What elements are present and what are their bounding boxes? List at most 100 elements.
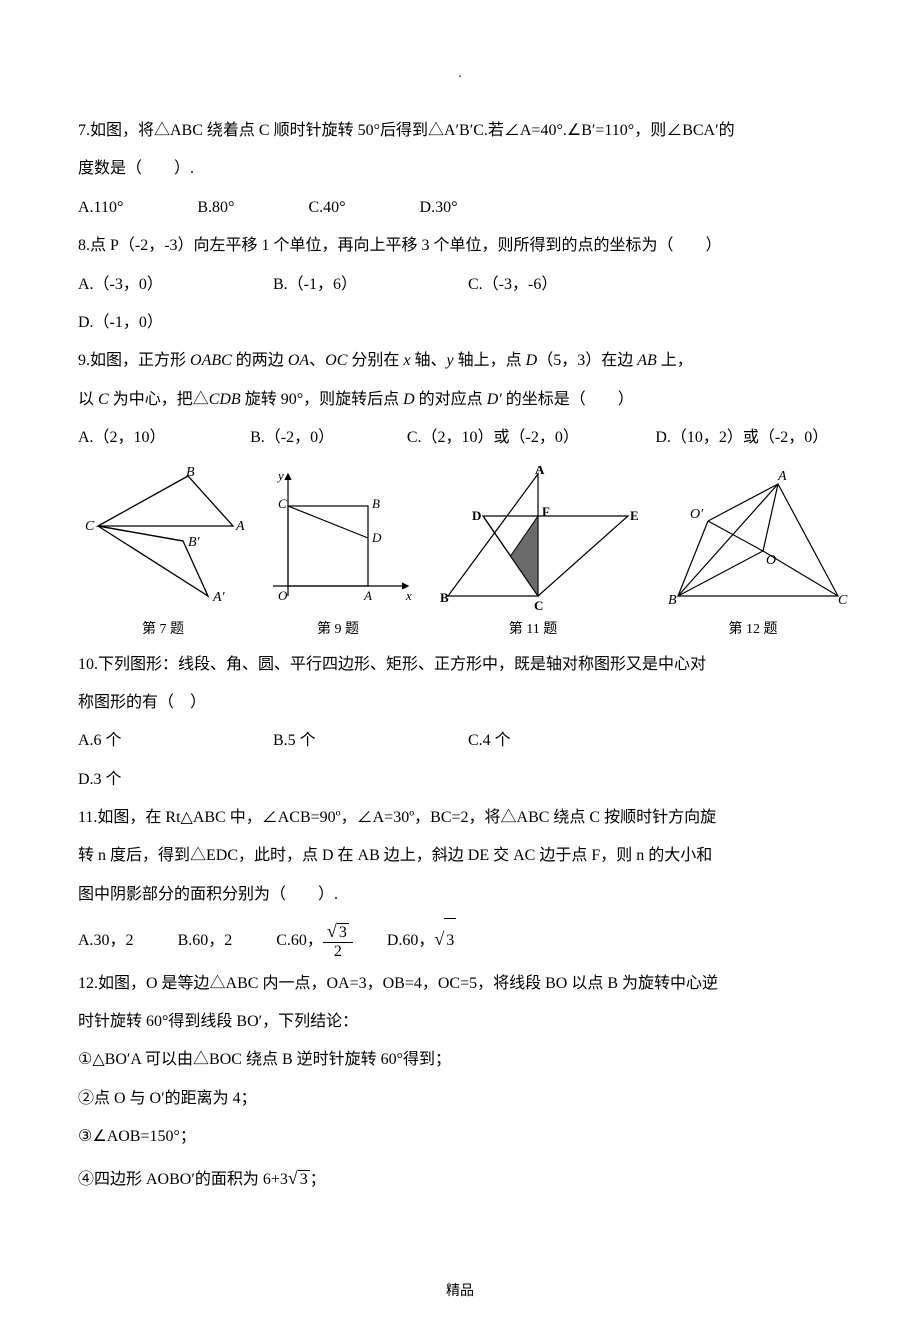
svg-text:B: B [440,590,449,605]
svg-text:O′: O′ [690,507,704,522]
svg-text:F: F [542,504,550,519]
q8-opt-d: D.（-1，0） [78,304,269,342]
q12-s4: ④四边形 AOBO′的面积为 6+3√3； [78,1157,842,1200]
q9-l2-i2: CDB [209,391,241,408]
q7-opt-d: D.30° [420,189,458,227]
q11-options: A.30，2 B.60，2 C.60，√32 D.60，√3 [78,914,842,964]
q11-c-num: 3 [337,923,349,942]
svg-text:A: A [235,519,245,534]
q9-l1-b: 的两边 [232,352,288,369]
q10-line2: 称图形的有（ ） [78,684,842,722]
q7-line2: 度数是（ ）. [78,150,842,188]
q8-text: 8.点 P（-2，-3）向左平移 1 个单位，再向上平移 3 个单位，则所得到的… [78,227,842,265]
q9-opt-d: D.（10，2）或（-2，0） [655,419,828,457]
q9-l1-a: 9.如图，正方形 [78,352,190,369]
svg-text:E: E [630,508,638,523]
q10-opt-d: D.3 个 [78,761,269,799]
q9-line1: 9.如图，正方形 OABC 的两边 OA、OC 分别在 x 轴、y 轴上，点 D… [78,342,842,380]
q8-opt-c: C.（-3，-6） [468,266,659,304]
q9-opt-b: B.（-2，0） [250,419,403,457]
sqrt-icon: √3 [434,914,456,964]
q12-s3: ③∠AOB=150°； [78,1118,842,1156]
q9-options: A.（2，10） B.（-2，0） C.（2，10）或（-2，0） D.（10，… [78,419,842,457]
q11-c-den: 2 [323,943,353,961]
svg-text:O: O [278,588,288,603]
svg-text:D: D [472,508,481,523]
q9-l1-i7: AB [637,352,657,369]
q9-l1-d: 分别在 [347,352,403,369]
q7-opt-c: C.40° [308,189,345,227]
footer: 精品 [78,1280,842,1300]
q9-l1-i2: OA [288,352,309,369]
q12-line2: 时针旋转 60°得到线段 BO′，下列结论： [78,1003,842,1041]
q12-s2: ②点 O 与 O′的距离为 4； [78,1080,842,1118]
q9-l2-b: 为中心，把△ [109,391,209,408]
q9-l1-c: 、 [309,352,325,369]
header-dot: . [78,66,842,82]
q9-l2-c: 旋转 90°，则旋转后点 [241,391,403,408]
svg-text:O: O [766,553,776,568]
svg-text:y: y [276,468,284,483]
svg-text:C: C [838,593,848,608]
figure-7: B C A B′ A′ 第 7 题 [78,466,248,638]
sqrt-icon-2: √3 [288,1157,310,1200]
q7-line1: 7.如图，将△ABC 绕着点 C 顺时针旋转 50°后得到△A′B′C.若∠A=… [78,112,842,150]
q11-line3: 图中阴影部分的面积分别为（ ）. [78,876,842,914]
svg-text:A: A [777,469,787,484]
q9-l2-i4: D′ [487,391,502,408]
svg-text:A: A [535,466,545,477]
svg-text:x: x [405,588,412,603]
q12-s4-post: ； [310,1171,326,1188]
q7-opt-b: B.80° [197,189,234,227]
svg-text:A′: A′ [212,590,226,605]
q11-line1: 11.如图，在 Rt△ABC 中，∠ACB=90º，∠A=30º，BC=2，将△… [78,799,842,837]
q11-opt-d-pre: D.60， [387,919,435,964]
q11-opt-c: C.60，√32 [276,919,353,964]
q9-opt-c: C.（2，10）或（-2，0） [407,419,651,457]
q9-l2-e: 的坐标是（ ） [502,391,634,408]
q11-opt-d: D.60，√3 [387,914,456,964]
q11-d-sqrt: 3 [444,918,456,964]
q12-s4-sqrt: 3 [298,1170,310,1188]
figure-12-caption: 第 12 题 [648,618,858,638]
q9-l1-g: （5，3）在边 [537,352,637,369]
figure-9-caption: 第 9 题 [258,618,418,638]
q8-opt-b: B.（-1，6） [273,266,464,304]
q12-line1: 12.如图，O 是等边△ABC 内一点，OA=3，OB=4，OC=5，将线段 B… [78,965,842,1003]
q10-opt-c: C.4 个 [468,722,659,760]
q9-l1-e: 轴、 [411,352,447,369]
figure-9: y x O A B C D 第 9 题 [258,466,418,638]
q11-line2: 转 n 度后，得到△EDC，此时，点 D 在 AB 边上，斜边 DE 交 AC … [78,837,842,875]
q7-opt-a: A.110° [78,189,123,227]
figure-7-caption: 第 7 题 [78,618,248,638]
q9-l1-f: 轴上，点 [454,352,526,369]
svg-text:A: A [363,588,372,603]
q9-l2-d: 的对应点 [415,391,487,408]
q9-l2-a: 以 [78,391,98,408]
q11-opt-c-pre: C.60， [276,919,323,964]
svg-text:D: D [371,530,382,545]
q10-opt-b: B.5 个 [273,722,464,760]
svg-text:C: C [278,496,287,511]
q10-opt-a: A.6 个 [78,722,269,760]
page: . 7.如图，将△ABC 绕着点 C 顺时针旋转 50°后得到△A′B′C.若∠… [0,0,920,1340]
q10-options: A.6 个 B.5 个 C.4 个 D.3 个 [78,722,842,799]
figure-11-caption: 第 11 题 [428,618,638,638]
svg-text:B: B [668,593,677,608]
figures-row: B C A B′ A′ 第 7 题 [78,466,842,638]
q12-s1: ①△BO′A 可以由△BOC 绕点 B 逆时针旋转 60°得到； [78,1041,842,1079]
q7-options: A.110° B.80° C.40° D.30° [78,189,842,227]
q11-opt-b: B.60，2 [178,919,233,964]
q9-l1-i4: x [403,352,410,369]
svg-text:C: C [85,519,95,534]
q10-line1: 10.下列图形：线段、角、圆、平行四边形、矩形、正方形中，既是轴对称图形又是中心… [78,646,842,684]
q8-options: A.（-3，0） B.（-1，6） C.（-3，-6） D.（-1，0） [78,266,842,343]
svg-text:B′: B′ [188,535,201,550]
figure-12: A B C O O′ 第 12 题 [648,466,858,638]
q9-line2: 以 C 为中心，把△CDB 旋转 90°，则旋转后点 D 的对应点 D′ 的坐标… [78,381,842,419]
svg-text:B: B [372,496,380,511]
fraction-icon: √32 [323,922,353,960]
q9-l1-i6: D [526,352,538,369]
q9-opt-a: A.（2，10） [78,419,246,457]
svg-text:C: C [534,598,543,613]
